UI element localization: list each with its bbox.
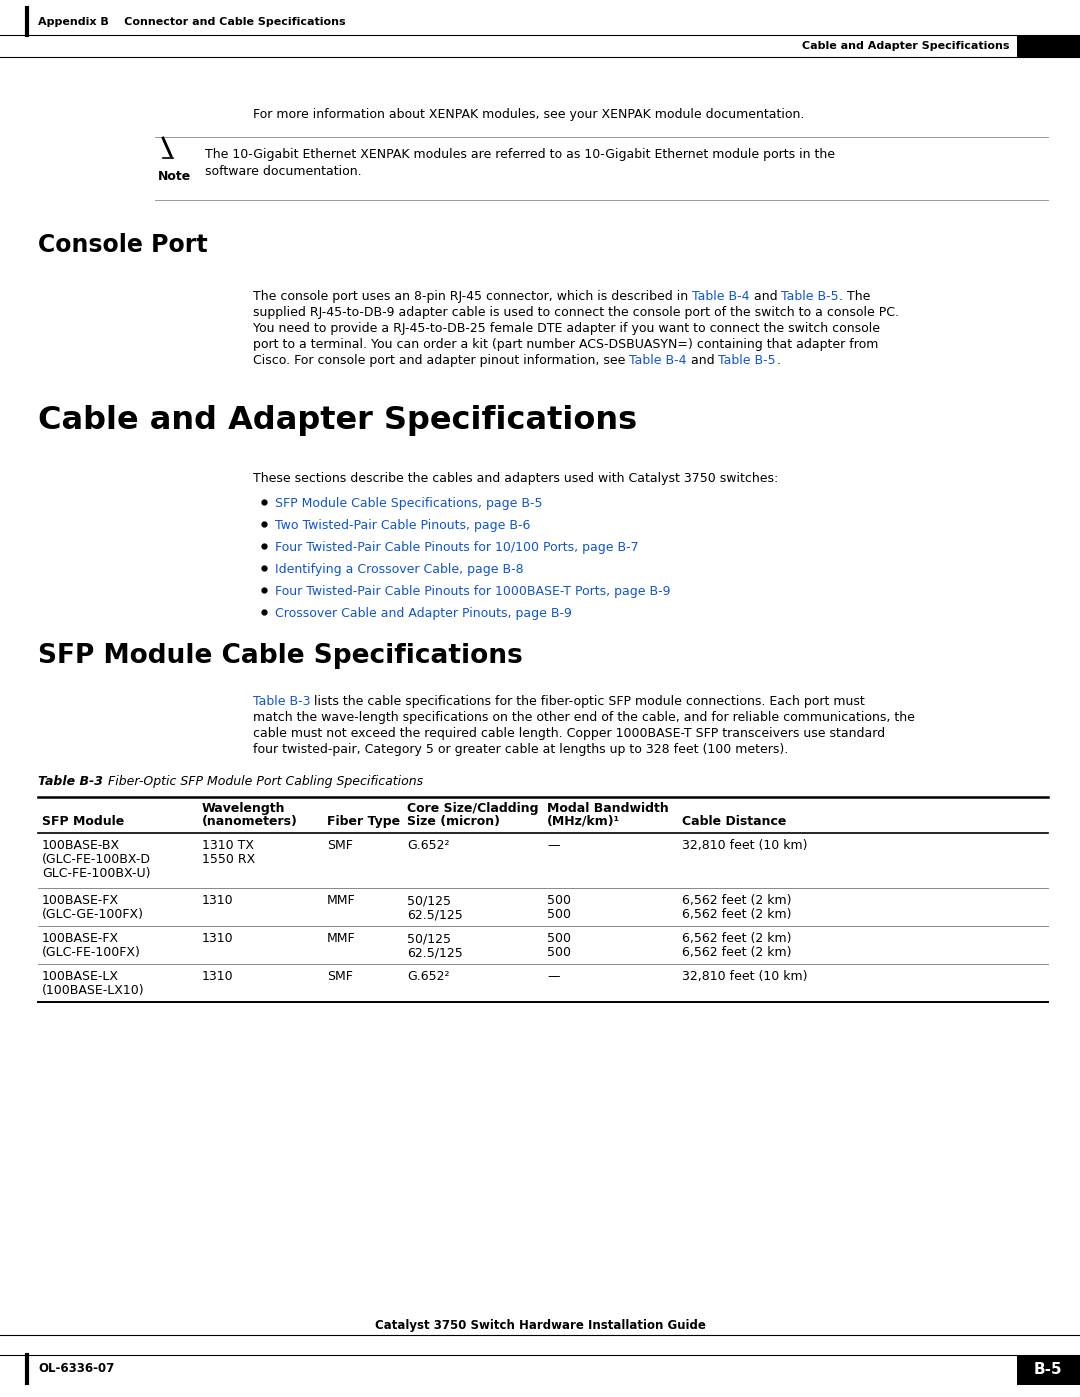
Text: Size (micron): Size (micron): [407, 814, 500, 828]
Text: GLC-FE-100BX-U): GLC-FE-100BX-U): [42, 868, 150, 880]
Text: 32,810 feet (10 km): 32,810 feet (10 km): [681, 840, 808, 852]
Text: SFP Module Cable Specifications: SFP Module Cable Specifications: [38, 643, 523, 669]
Text: G.652²: G.652²: [407, 840, 449, 852]
Bar: [1017, 1355, 1080, 1384]
Text: Table B-4: Table B-4: [630, 353, 687, 367]
Text: 6,562 feet (2 km): 6,562 feet (2 km): [681, 894, 792, 907]
Text: These sections describe the cables and adapters used with Catalyst 3750 switches: These sections describe the cables and a…: [253, 472, 779, 485]
Text: 500: 500: [546, 908, 571, 921]
Text: 100BASE-BX: 100BASE-BX: [42, 840, 120, 852]
Text: Cable and Adapter Specifications: Cable and Adapter Specifications: [38, 405, 637, 436]
Text: MMF: MMF: [327, 932, 355, 944]
Text: and: and: [687, 353, 718, 367]
Text: OL-6336-07: OL-6336-07: [38, 1362, 114, 1376]
Text: MMF: MMF: [327, 894, 355, 907]
Text: Appendix B    Connector and Cable Specifications: Appendix B Connector and Cable Specifica…: [38, 17, 346, 27]
Text: 1310: 1310: [202, 894, 233, 907]
Text: match the wave-length specifications on the other end of the cable, and for reli: match the wave-length specifications on …: [253, 711, 915, 724]
Text: SFP Module: SFP Module: [42, 814, 124, 828]
Text: (nanometers): (nanometers): [202, 814, 298, 828]
Text: B-5: B-5: [1034, 1362, 1063, 1377]
Text: Four Twisted-Pair Cable Pinouts for 10/100 Ports, page B-7: Four Twisted-Pair Cable Pinouts for 10/1…: [275, 541, 638, 555]
Text: 100BASE-FX: 100BASE-FX: [42, 932, 119, 944]
Text: (GLC-GE-100FX): (GLC-GE-100FX): [42, 908, 144, 921]
Text: Identifying a Crossover Cable, page B-8: Identifying a Crossover Cable, page B-8: [275, 563, 524, 576]
Text: You need to provide a RJ-45-to-DB-25 female DTE adapter if you want to connect t: You need to provide a RJ-45-to-DB-25 fem…: [253, 321, 880, 335]
Text: Fiber-Optic SFP Module Port Cabling Specifications: Fiber-Optic SFP Module Port Cabling Spec…: [108, 775, 423, 788]
Text: (GLC-FE-100BX-D: (GLC-FE-100BX-D: [42, 854, 151, 866]
Text: Cable Distance: Cable Distance: [681, 814, 786, 828]
Text: port to a terminal. You can order a kit (part number ACS-DSBUASYN=) containing t: port to a terminal. You can order a kit …: [253, 338, 878, 351]
Text: 50/125: 50/125: [407, 894, 451, 907]
Text: (GLC-FE-100FX): (GLC-FE-100FX): [42, 946, 140, 958]
Text: Four Twisted-Pair Cable Pinouts for 1000BASE-T Ports, page B-9: Four Twisted-Pair Cable Pinouts for 1000…: [275, 585, 671, 598]
Text: SMF: SMF: [327, 840, 353, 852]
Text: Cable and Adapter Specifications: Cable and Adapter Specifications: [802, 41, 1010, 52]
Text: Modal Bandwidth: Modal Bandwidth: [546, 802, 669, 814]
Text: The 10-Gigabit Ethernet XENPAK modules are referred to as 10-Gigabit Ethernet mo: The 10-Gigabit Ethernet XENPAK modules a…: [205, 148, 835, 161]
Text: cable must not exceed the required cable length. Copper 1000BASE-T SFP transceiv: cable must not exceed the required cable…: [253, 726, 886, 740]
Text: The console port uses an 8-pin RJ-45 connector, which is described in: The console port uses an 8-pin RJ-45 con…: [253, 291, 692, 303]
Text: 6,562 feet (2 km): 6,562 feet (2 km): [681, 932, 792, 944]
Text: Table B-3: Table B-3: [38, 775, 103, 788]
Text: 32,810 feet (10 km): 32,810 feet (10 km): [681, 970, 808, 983]
Text: Catalyst 3750 Switch Hardware Installation Guide: Catalyst 3750 Switch Hardware Installati…: [375, 1319, 705, 1331]
Text: SFP Module Cable Specifications, page B-5: SFP Module Cable Specifications, page B-…: [275, 497, 542, 510]
Text: Console Port: Console Port: [38, 233, 207, 257]
Text: Core Size/Cladding: Core Size/Cladding: [407, 802, 539, 814]
Text: Crossover Cable and Adapter Pinouts, page B-9: Crossover Cable and Adapter Pinouts, pag…: [275, 608, 572, 620]
Text: 500: 500: [546, 932, 571, 944]
Text: 62.5/125: 62.5/125: [407, 946, 462, 958]
Text: 62.5/125: 62.5/125: [407, 908, 462, 921]
Text: Table B-5: Table B-5: [781, 291, 839, 303]
Text: —: —: [546, 970, 559, 983]
Text: Table B-4: Table B-4: [692, 291, 750, 303]
Text: G.652²: G.652²: [407, 970, 449, 983]
Text: SMF: SMF: [327, 970, 353, 983]
Text: . The: . The: [839, 291, 870, 303]
Text: Cisco. For console port and adapter pinout information, see: Cisco. For console port and adapter pino…: [253, 353, 630, 367]
Text: Table B-3: Table B-3: [253, 694, 311, 708]
Text: and: and: [750, 291, 781, 303]
Text: lists the cable specifications for the fiber-optic SFP module connections. Each : lists the cable specifications for the f…: [311, 694, 865, 708]
Text: 1310 TX: 1310 TX: [202, 840, 254, 852]
Text: 500: 500: [546, 946, 571, 958]
Text: four twisted-pair, Category 5 or greater cable at lengths up to 328 feet (100 me: four twisted-pair, Category 5 or greater…: [253, 743, 788, 756]
Text: 50/125: 50/125: [407, 932, 451, 944]
Text: 1310: 1310: [202, 970, 233, 983]
Text: 1310: 1310: [202, 932, 233, 944]
Text: 6,562 feet (2 km): 6,562 feet (2 km): [681, 946, 792, 958]
Text: 1550 RX: 1550 RX: [202, 854, 255, 866]
Text: .: .: [777, 353, 780, 367]
Text: 100BASE-LX: 100BASE-LX: [42, 970, 119, 983]
Text: Note: Note: [158, 170, 191, 183]
Text: Fiber Type: Fiber Type: [327, 814, 400, 828]
Text: software documentation.: software documentation.: [205, 165, 362, 177]
Text: 100BASE-FX: 100BASE-FX: [42, 894, 119, 907]
Text: 500: 500: [546, 894, 571, 907]
Bar: [1017, 35, 1080, 57]
Text: —: —: [546, 840, 559, 852]
Text: supplied RJ-45-to-DB-9 adapter cable is used to connect the console port of the : supplied RJ-45-to-DB-9 adapter cable is …: [253, 306, 899, 319]
Text: Two Twisted-Pair Cable Pinouts, page B-6: Two Twisted-Pair Cable Pinouts, page B-6: [275, 520, 530, 532]
Text: Table B-5: Table B-5: [718, 353, 777, 367]
Text: Wavelength: Wavelength: [202, 802, 285, 814]
Text: (100BASE-LX10): (100BASE-LX10): [42, 983, 145, 997]
Text: For more information about XENPAK modules, see your XENPAK module documentation.: For more information about XENPAK module…: [253, 108, 805, 122]
Text: (MHz/km)¹: (MHz/km)¹: [546, 814, 620, 828]
Text: 6,562 feet (2 km): 6,562 feet (2 km): [681, 908, 792, 921]
